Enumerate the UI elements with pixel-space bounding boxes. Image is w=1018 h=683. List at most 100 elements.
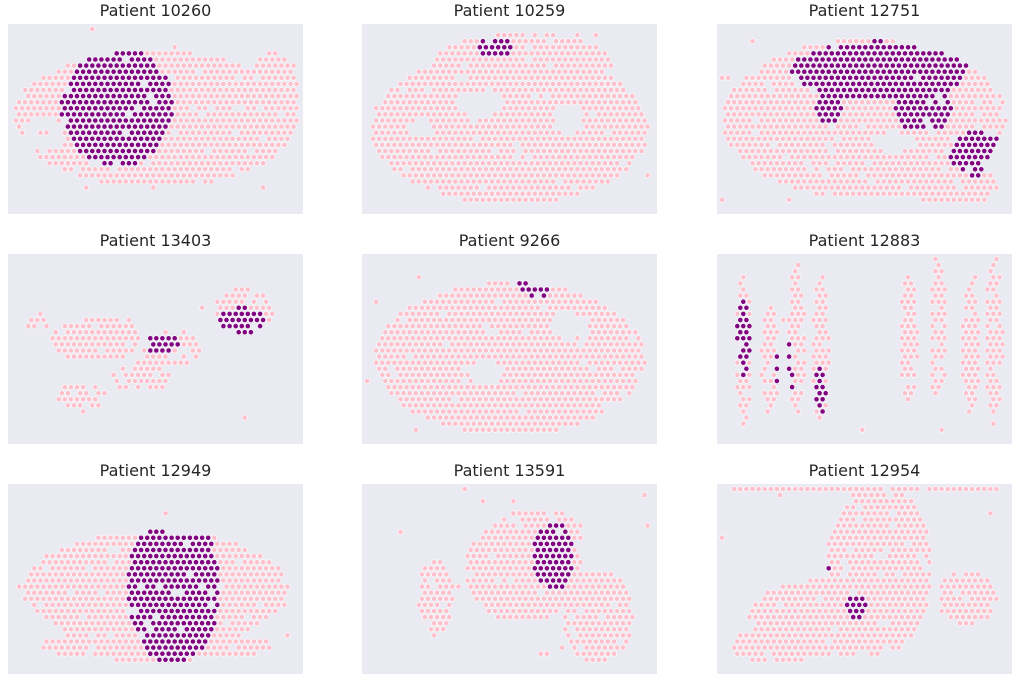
chart-title: Patient 9266	[458, 231, 561, 250]
tissue-spot	[993, 256, 1000, 262]
tissue-spot	[644, 522, 651, 529]
tissue-spot	[804, 135, 811, 142]
tissue-spot	[522, 571, 529, 578]
tissue-spot	[92, 589, 99, 596]
tissue-spot	[510, 414, 517, 421]
tissue-spot	[972, 323, 978, 329]
tissue-spot	[116, 577, 123, 584]
tissue-spot	[935, 178, 942, 185]
tissue-spot	[586, 129, 593, 136]
tissue-spot	[492, 184, 498, 191]
tissue-spot	[220, 553, 227, 559]
tissue-spot	[74, 347, 80, 354]
tissue-spot	[388, 329, 395, 336]
tissue-spot	[174, 123, 181, 130]
tissue-spot	[110, 335, 117, 342]
tissue-spot	[859, 148, 866, 154]
tissue-spot	[400, 123, 407, 130]
tumor-spot	[540, 547, 547, 553]
tissue-spot	[83, 390, 90, 397]
tissue-spot	[789, 105, 795, 112]
tumor-spot	[892, 44, 899, 51]
tissue-spot	[269, 93, 276, 99]
tissue-spot	[574, 528, 581, 535]
tissue-spot	[446, 154, 453, 160]
tissue-spot	[601, 390, 608, 397]
tumor-spot	[963, 160, 969, 167]
tissue-spot	[247, 111, 254, 118]
tissue-spot	[486, 559, 492, 566]
tissue-spot	[486, 571, 492, 578]
tissue-spot	[623, 105, 630, 112]
tissue-spot	[269, 142, 276, 148]
tissue-spot	[492, 522, 498, 529]
tissue-spot	[510, 184, 517, 191]
tissue-spot	[819, 129, 826, 136]
tissue-spot	[510, 402, 517, 409]
tumor-spot	[77, 135, 83, 142]
tissue-spot	[406, 74, 413, 81]
tissue-spot	[406, 329, 413, 336]
tissue-spot	[825, 166, 832, 173]
tissue-spot	[807, 117, 814, 124]
tissue-spot	[635, 105, 642, 112]
tissue-spot	[731, 135, 738, 142]
tissue-spot	[635, 359, 642, 366]
tissue-spot	[250, 81, 257, 87]
tissue-spot	[241, 135, 248, 142]
tissue-spot	[446, 56, 453, 63]
tissue-spot	[77, 620, 83, 627]
tissue-spot	[519, 105, 526, 112]
tissue-spot	[61, 166, 68, 173]
tissue-spot	[425, 365, 431, 372]
tissue-spot	[792, 280, 799, 287]
tissue-spot	[250, 298, 257, 305]
tissue-spot	[540, 341, 547, 348]
tissue-spot	[795, 286, 802, 293]
tumor-spot	[202, 565, 209, 572]
tissue-spot	[580, 154, 587, 160]
tissue-spot	[877, 99, 884, 106]
tissue-spot	[883, 123, 890, 130]
tissue-spot	[223, 644, 230, 651]
tissue-spot	[574, 129, 581, 136]
tissue-spot	[516, 50, 523, 57]
tissue-spot	[126, 644, 132, 651]
tissue-spot	[83, 547, 90, 553]
tissue-spot	[208, 650, 215, 657]
tissue-spot	[116, 347, 123, 354]
tissue-spot	[189, 129, 196, 136]
tissue-spot	[446, 384, 453, 390]
tissue-spot	[553, 304, 559, 311]
tissue-spot	[391, 117, 398, 124]
tissue-spot	[999, 99, 1006, 106]
tumor-spot	[868, 81, 875, 87]
tumor-spot	[101, 62, 108, 69]
tissue-spot	[580, 311, 587, 317]
tissue-spot	[492, 317, 498, 323]
tissue-spot	[553, 426, 559, 433]
tissue-spot	[80, 323, 86, 329]
chart-title: Patient 12751	[808, 1, 921, 20]
tumor-spot	[822, 99, 829, 106]
tissue-spot	[412, 329, 419, 336]
tissue-spot	[226, 626, 233, 633]
tissue-spot	[464, 142, 471, 148]
tissue-spot	[507, 335, 514, 342]
tissue-spot	[16, 111, 22, 118]
tissue-spot	[104, 565, 111, 572]
tissue-spot	[247, 608, 254, 614]
tissue-spot	[795, 311, 802, 317]
tissue-spot	[513, 384, 520, 390]
tissue-spot	[525, 528, 532, 535]
tumor-spot	[734, 323, 741, 329]
tissue-spot	[46, 595, 53, 602]
tissue-spot	[434, 372, 440, 378]
tissue-spot	[571, 50, 578, 57]
tissue-spot	[978, 93, 985, 99]
plot-area	[8, 24, 303, 214]
tissue-spot	[577, 402, 584, 409]
tissue-spot	[156, 172, 163, 179]
tissue-spot	[260, 571, 266, 578]
tumor-spot	[189, 565, 196, 572]
